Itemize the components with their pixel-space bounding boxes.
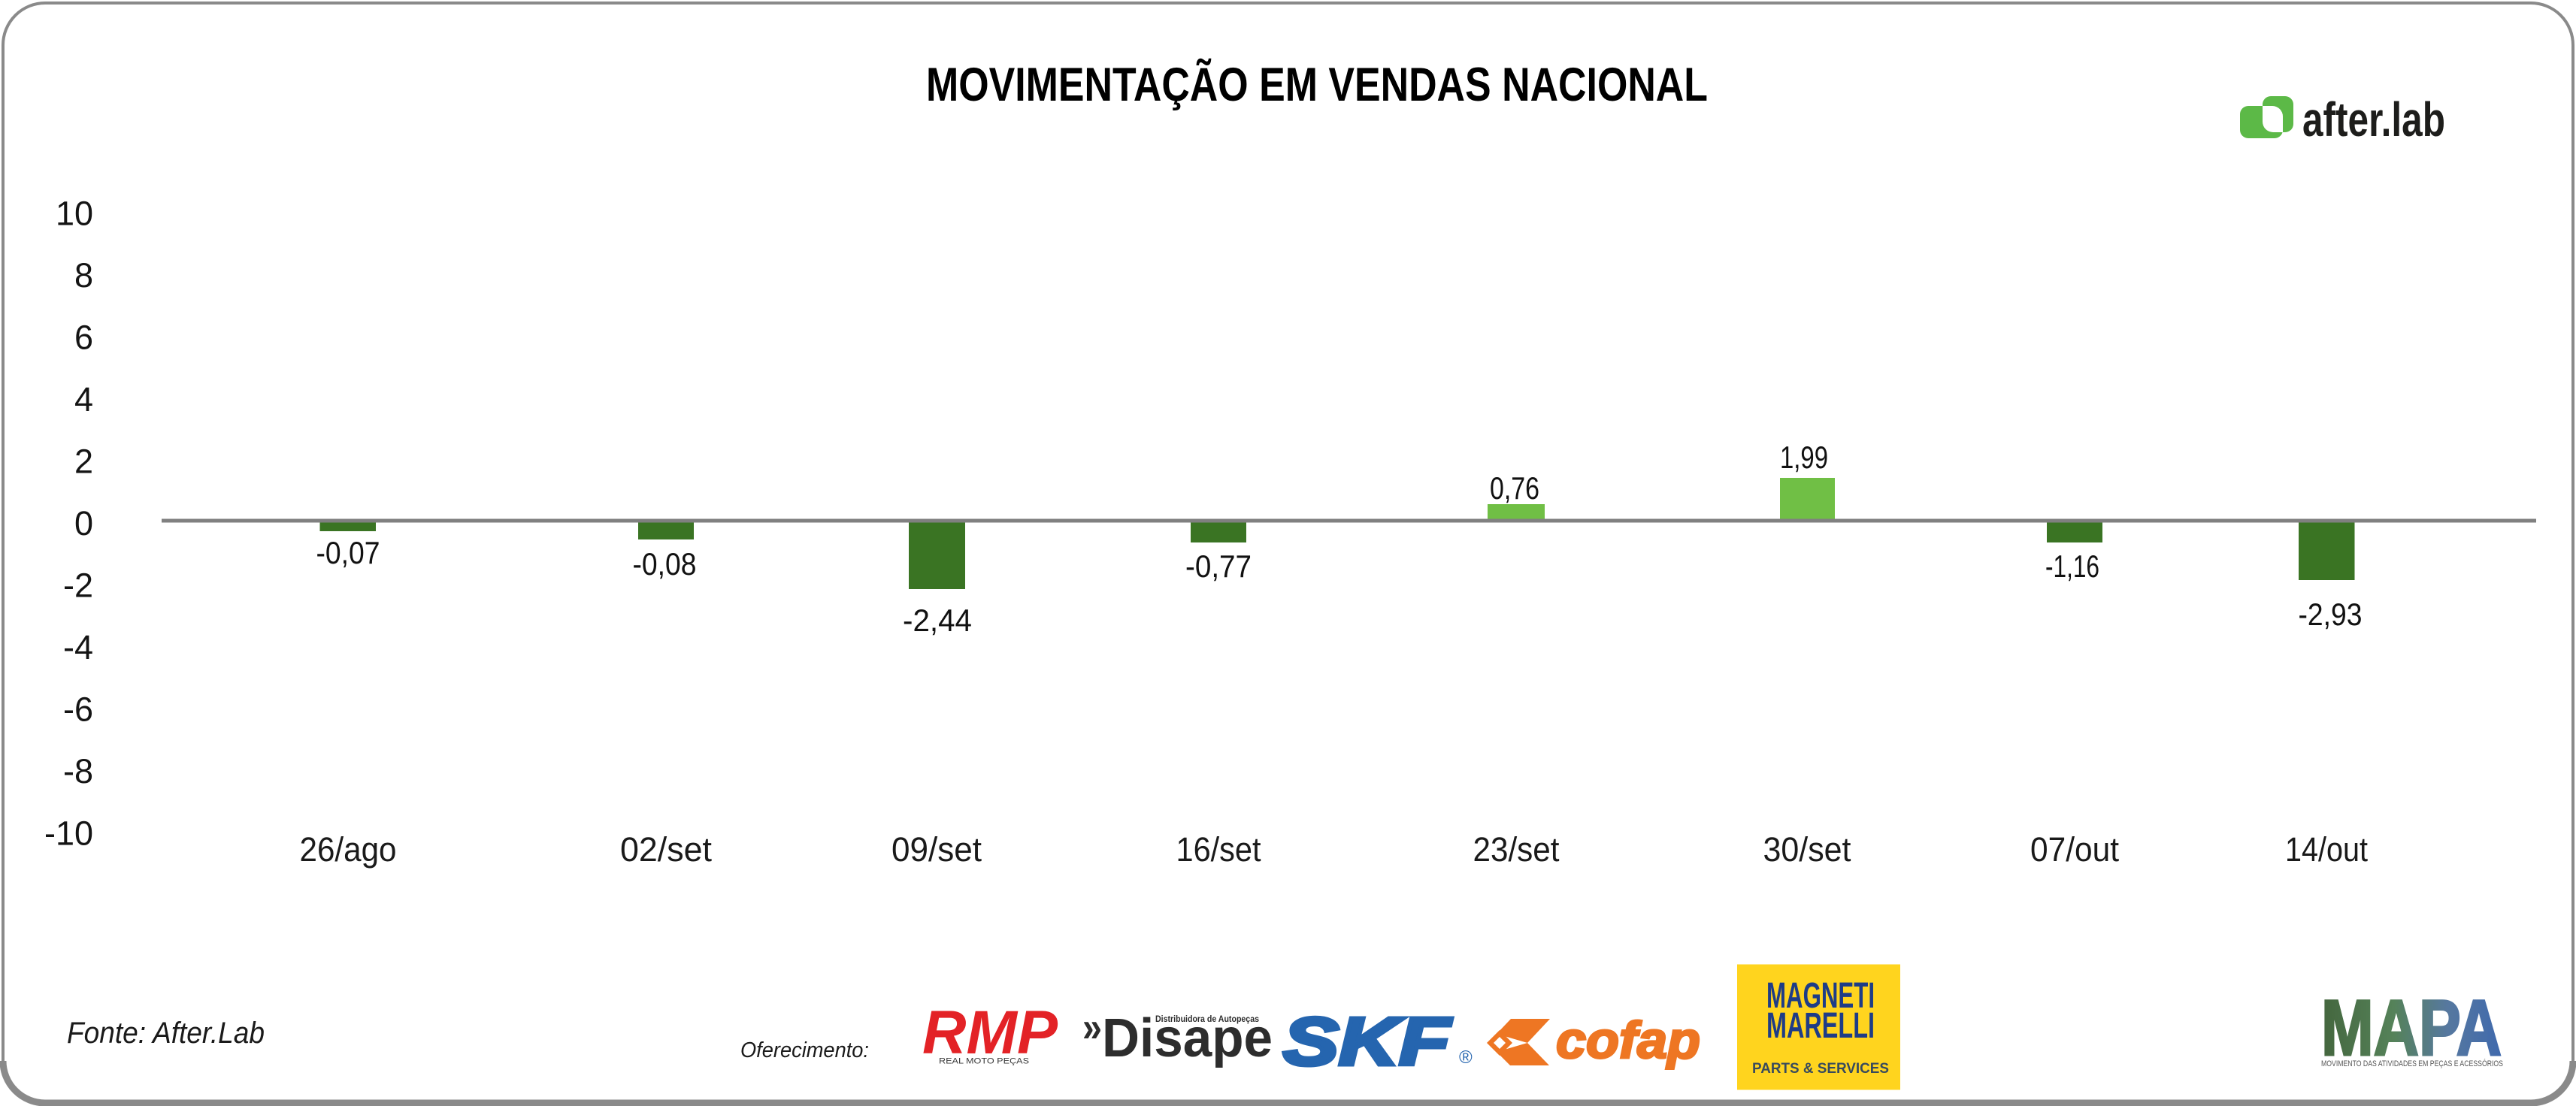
svg-text:-0,08: -0,08 — [633, 546, 697, 582]
svg-text:-1,16: -1,16 — [2045, 548, 2099, 584]
svg-text:PARTS & SERVICES: PARTS & SERVICES — [1752, 1061, 1889, 1077]
svg-text:-2,93: -2,93 — [2299, 597, 2363, 632]
svg-text:07/out: 07/out — [2030, 830, 2119, 869]
svg-text:0: 0 — [74, 504, 93, 542]
svg-text:»: » — [1082, 1003, 1102, 1050]
svg-text:MOVIMENTAÇÃO EM VENDAS NACIONA: MOVIMENTAÇÃO EM VENDAS NACIONAL — [926, 58, 1708, 111]
svg-text:Fonte: After.Lab: Fonte: After.Lab — [67, 1017, 265, 1050]
svg-text:30/set: 30/set — [1763, 830, 1851, 869]
svg-text:2: 2 — [74, 443, 93, 481]
svg-text:10: 10 — [56, 195, 93, 233]
svg-text:Distribuidora de Autopeças: Distribuidora de Autopeças — [1155, 1015, 1259, 1024]
svg-text:-8: -8 — [63, 752, 93, 790]
svg-text:6: 6 — [74, 319, 93, 357]
svg-text:16/set: 16/set — [1176, 830, 1261, 869]
svg-text:0,76: 0,76 — [1490, 470, 1539, 506]
svg-text:-0,77: -0,77 — [1185, 548, 1252, 584]
svg-text:8: 8 — [74, 256, 93, 295]
svg-text:-0,07: -0,07 — [316, 535, 380, 570]
svg-text:REAL MOTO PEÇAS: REAL MOTO PEÇAS — [939, 1057, 1029, 1066]
svg-text:-2: -2 — [63, 567, 93, 605]
svg-text:-6: -6 — [63, 690, 93, 729]
svg-text:MARELLI: MARELLI — [1766, 1006, 1875, 1046]
svg-text:26/ago: 26/ago — [300, 830, 397, 869]
svg-text:RMP: RMP — [922, 999, 1058, 1067]
svg-text:1,99: 1,99 — [1780, 440, 1828, 475]
svg-text:23/set: 23/set — [1473, 830, 1560, 869]
svg-text:02/set: 02/set — [620, 830, 712, 869]
svg-text:MAGNETI: MAGNETI — [1766, 976, 1875, 1016]
svg-text:4: 4 — [74, 380, 93, 419]
svg-text:cofap: cofap — [1556, 1011, 1700, 1069]
svg-text:MAPA: MAPA — [2321, 984, 2502, 1072]
svg-text:after.lab: after.lab — [2302, 92, 2445, 147]
svg-text:Disape: Disape — [1102, 1008, 1273, 1068]
svg-text:SKF: SKF — [1283, 1005, 1451, 1080]
svg-text:-2,44: -2,44 — [903, 603, 972, 638]
svg-text:MOVIMENTO DAS ATIVIDADES EM PE: MOVIMENTO DAS ATIVIDADES EM PEÇAS E ACES… — [2321, 1059, 2503, 1068]
svg-text:-10: -10 — [44, 814, 93, 853]
svg-text:-4: -4 — [63, 628, 93, 666]
svg-text:14/out: 14/out — [2285, 830, 2368, 869]
svg-text:09/set: 09/set — [891, 830, 982, 869]
svg-text:®: ® — [1459, 1047, 1473, 1068]
svg-text:Oferecimento:: Oferecimento: — [740, 1038, 869, 1062]
